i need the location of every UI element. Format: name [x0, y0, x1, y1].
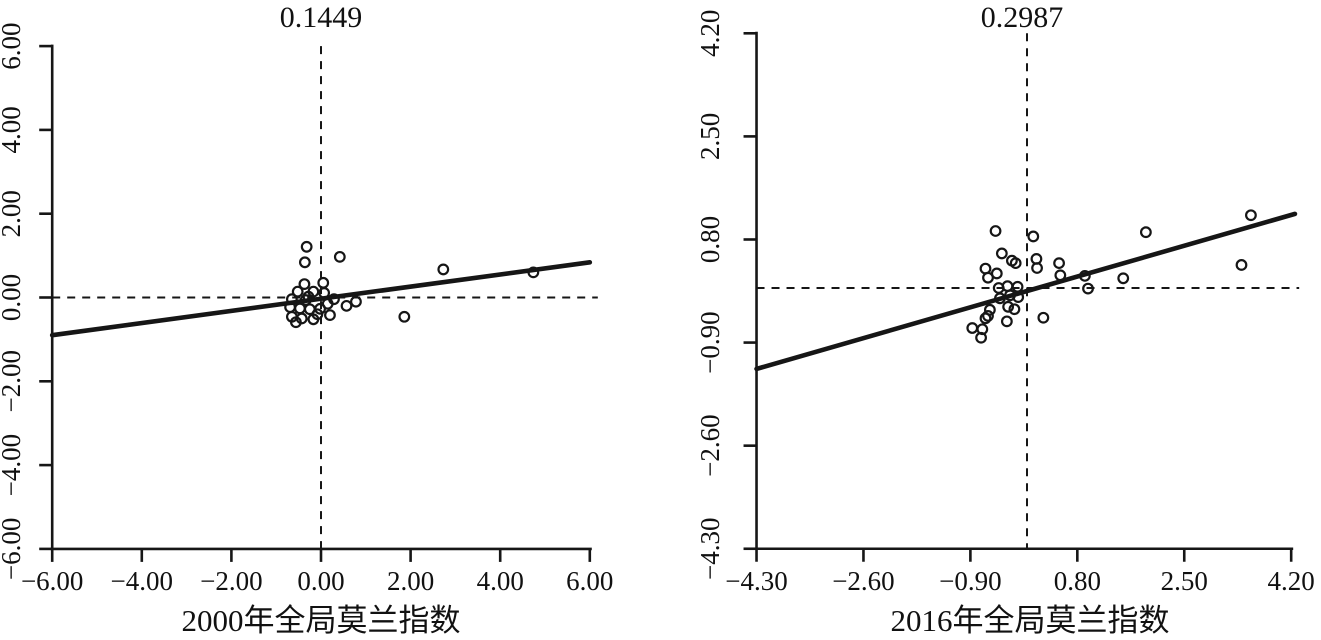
x-tick-label: 4.00 [477, 566, 524, 596]
scatter-point [321, 297, 334, 310]
x-tick-label: 2.50 [1161, 566, 1208, 596]
y-tick-label: −0.90 [695, 311, 725, 373]
x-tick-label: −6.00 [21, 566, 83, 596]
scatter-point [979, 312, 992, 325]
scatter-point [300, 240, 313, 253]
scatter-point [1008, 303, 1021, 316]
scatter-point [350, 295, 362, 308]
y-tick-label: −4.00 [0, 434, 26, 496]
plot-title: 0.2987 [981, 1, 1064, 34]
scatter-point [1078, 269, 1091, 282]
scatter-point [966, 322, 979, 334]
y-tick-label: 2.00 [0, 190, 26, 237]
scatter-point [298, 256, 311, 269]
scatter-point [317, 276, 330, 289]
y-tick-label: 6.00 [0, 22, 26, 69]
x-tick-label: −4.30 [725, 566, 787, 596]
y-tick-label: −4.30 [695, 518, 725, 580]
scatter-point [1009, 257, 1022, 270]
moran-scatter-plot-2000: 0.1449 2000年全局莫兰指数 −6.00−6.00−4.00−4.00−… [0, 1, 613, 638]
y-tick-label: 0.00 [0, 274, 26, 321]
scatter-point [1245, 209, 1257, 222]
x-tick-label: 4.20 [1268, 566, 1315, 596]
moran-scatter-plot-2016: 0.2987 2016年全局莫兰指数 −4.30−4.30 −2.60 −2.60 −… [695, 1, 1315, 638]
y-tick-label: 0.80 [695, 216, 725, 263]
scatter-point [311, 308, 324, 321]
scatter-point [294, 302, 306, 315]
x-axis-label: 2016年全局莫兰指数 [891, 603, 1170, 638]
scatter-point [975, 331, 987, 344]
scatter-point [1011, 280, 1024, 293]
regression-line [754, 211, 1298, 372]
x-tick-label: −0.90 [939, 566, 1001, 596]
scatter-point [1053, 257, 1065, 270]
scatter-point [437, 263, 450, 276]
x-axis-label: 2000年全局莫兰指数 [182, 603, 461, 638]
x-tick-label: 6.00 [566, 566, 613, 596]
y-tick-label: −2.60 [695, 414, 725, 476]
x-tick-label: −2.00 [200, 566, 262, 596]
scatter-point [527, 266, 540, 279]
scatter-point [291, 285, 304, 298]
scatter-point [1235, 259, 1248, 271]
scatter-point [1054, 269, 1067, 282]
y-tick-label: −2.00 [0, 350, 26, 412]
y-tick-label: 4.20 [695, 10, 725, 57]
scatter-point [340, 299, 353, 312]
scatter-point [994, 292, 1006, 305]
y-tick-label: −6.00 [0, 518, 26, 580]
scatter-point [1000, 315, 1013, 328]
x-tick-label: 0.80 [1054, 566, 1101, 596]
x-tick-label: −4.00 [111, 566, 173, 596]
scatter-point [1004, 289, 1016, 302]
scatter-point [333, 250, 346, 263]
scatter-point [1012, 291, 1025, 303]
scatter-point [324, 309, 336, 321]
scatter-point [299, 294, 312, 306]
scatter-point [982, 271, 994, 284]
y-tick-label: 4.00 [0, 106, 26, 153]
scatter-point [1027, 230, 1040, 243]
scatter-point [318, 286, 331, 299]
scatter-point [982, 309, 994, 322]
scatter-point [1002, 300, 1015, 313]
plot-title: 0.1449 [280, 1, 363, 34]
x-tick-label: −2.60 [832, 566, 894, 596]
x-tick-label: 2.00 [387, 566, 434, 596]
scatter-point [290, 316, 302, 329]
scatter-point [1082, 282, 1094, 295]
scatter-point [1117, 272, 1130, 285]
scatter-point [1139, 226, 1152, 239]
scatter-point [298, 278, 311, 290]
scatter-point [989, 225, 1002, 237]
scatter-point [398, 310, 411, 323]
scatter-point [285, 293, 298, 306]
scatter-point [995, 247, 1008, 260]
x-tick-label: 0.00 [297, 566, 344, 596]
regression-line [49, 260, 593, 338]
y-tick-label: 2.50 [695, 113, 725, 160]
scatter-point [1037, 311, 1050, 324]
scatter-point [1031, 262, 1043, 274]
